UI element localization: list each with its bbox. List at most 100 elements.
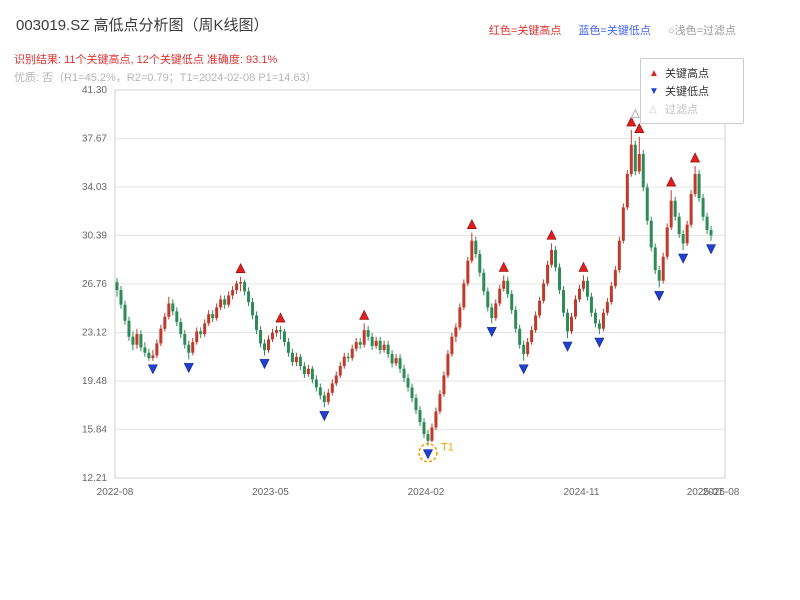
candlestick [374,340,378,347]
candlestick [482,272,486,292]
candlestick [255,315,259,331]
candlestick [458,307,462,328]
candlestick [518,328,522,345]
candlestick [570,316,574,332]
candlestick [390,354,394,364]
candlestick [538,300,542,316]
legend-item-key-high: ▲ 关键高点 [649,64,735,82]
candlestick [139,334,143,348]
key-low-marker [518,364,529,375]
candlestick [282,331,286,343]
candlestick [346,356,350,359]
candlestick [677,216,681,235]
x-tick-label: 2022-08 [97,487,134,498]
candlestick [239,282,243,284]
candlestick [322,395,326,403]
candlestick [215,307,219,319]
x-tick-label: 2025-07 [687,487,724,498]
candlestick [203,323,207,335]
chart-legend-box: ▲ 关键高点 ▼ 关键低点 △ 过滤点 [640,58,744,124]
candlestick [290,352,294,363]
y-tick-label: 34.03 [82,182,107,193]
candlestick [506,280,510,295]
candlestick [450,336,454,355]
candlestick [597,323,601,329]
candlestick [219,299,223,308]
candlestick [199,331,203,335]
candlestick [298,356,302,367]
key-low-marker [562,341,573,352]
candlestick [550,250,554,265]
candlestick [123,304,127,321]
candlestick [414,398,418,411]
candlestick [342,356,346,367]
candlestick [183,334,187,345]
candlestick [665,227,669,257]
candlestick [135,334,139,345]
candlestick [554,250,558,268]
recognition-result-text: 识别结果: 11个关键高点, 12个关键低点 准确度: 93.1% [14,54,278,66]
y-tick-label: 19.48 [82,376,107,387]
candlestick [681,234,685,244]
candlestick [382,344,386,351]
candlestick [243,282,247,292]
candlestick [143,347,147,353]
candlestick [637,154,641,172]
candlestick [235,283,239,291]
candlestick [207,314,211,324]
y-tick-label: 15.84 [82,425,107,436]
candlestick [589,296,593,313]
y-tick-label: 12.21 [82,473,107,484]
candlestick [685,224,689,244]
candlestick [263,343,267,351]
y-tick-label: 26.76 [82,279,107,290]
candlestick [151,355,155,359]
candlestick [621,207,625,241]
candlestick [701,198,705,217]
candlestick [462,283,466,308]
header-legend-low: 蓝色=关键低点 [578,25,651,37]
candlestick [689,194,693,225]
candlestick [306,368,310,375]
candlestick [673,200,677,217]
candlestick [649,220,653,248]
legend-label-key-high: 关键高点 [665,68,709,80]
candlestick [705,216,709,231]
candlestick [422,422,426,435]
candlestick [709,230,713,236]
candlestick [661,256,665,281]
candlestick [562,290,566,313]
candlestick [155,343,159,356]
candlestick [693,174,697,195]
candlestick [522,344,526,355]
candlestick [657,270,661,281]
y-tick-label: 30.39 [82,231,107,242]
header-legend-filtered: ○浅色=过滤点 [667,25,736,37]
header-legend: 红色=关键高点 蓝色=关键低点 ○浅色=过滤点 [475,22,736,38]
candlestick [398,358,402,369]
legend-item-filtered: △ 过滤点 [649,100,735,118]
key-low-marker [319,411,330,422]
key-high-marker [359,309,370,320]
candlestick [434,411,438,428]
candlestick [502,280,506,289]
candlestick [617,240,621,271]
candlestick [446,354,450,376]
candlestick [179,322,183,335]
key-low-marker [147,364,158,375]
candlestick [566,312,570,332]
candlestick [187,344,191,353]
candlestick [294,356,298,363]
candlestick [278,330,282,332]
candlestick [605,302,609,313]
candlestick [418,410,422,423]
candlestick [466,260,470,284]
candlestick [171,303,175,312]
candlestick [534,315,538,331]
candlestick [362,330,366,345]
key-low-marker [259,359,270,370]
t1-circle [418,442,438,463]
key-high-marker [666,176,677,187]
candlestick [410,387,414,399]
